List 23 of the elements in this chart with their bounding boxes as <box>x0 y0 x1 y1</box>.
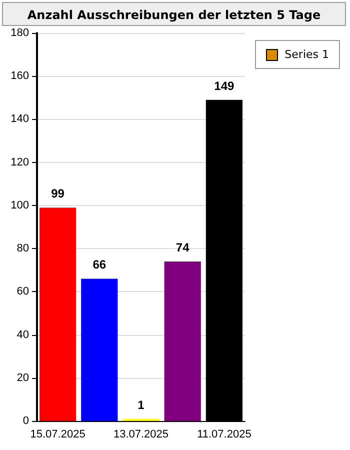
chart-title: Anzahl Ausschreibungen der letzten 5 Tage <box>2 2 346 26</box>
data-label: 66 <box>92 258 106 272</box>
y-tick-label: 120 <box>10 156 29 168</box>
y-tick-label: 80 <box>16 242 29 255</box>
bar <box>81 278 118 421</box>
bar <box>164 261 201 421</box>
x-tick-label: 11.07.2025 <box>197 428 252 440</box>
y-tick-label: 140 <box>10 113 29 126</box>
bar <box>39 208 76 421</box>
x-tick-label: 15.07.2025 <box>30 428 86 440</box>
y-tick-label: 0 <box>22 415 29 427</box>
data-label: 99 <box>51 186 65 201</box>
y-tick-label: 160 <box>10 70 29 82</box>
text: Series 1 <box>284 48 329 61</box>
y-tick-label: 40 <box>16 328 29 341</box>
data-label: 1 <box>138 398 145 412</box>
y-tick-label: 180 <box>10 27 29 39</box>
data-label: 149 <box>214 78 235 93</box>
y-tick-label: 20 <box>16 372 29 384</box>
x-tick-label: 13.07.2025 <box>113 428 169 440</box>
y-tick-label: 60 <box>16 286 29 298</box>
y-tick-label: 100 <box>10 199 29 212</box>
data-label: 74 <box>176 240 190 254</box>
